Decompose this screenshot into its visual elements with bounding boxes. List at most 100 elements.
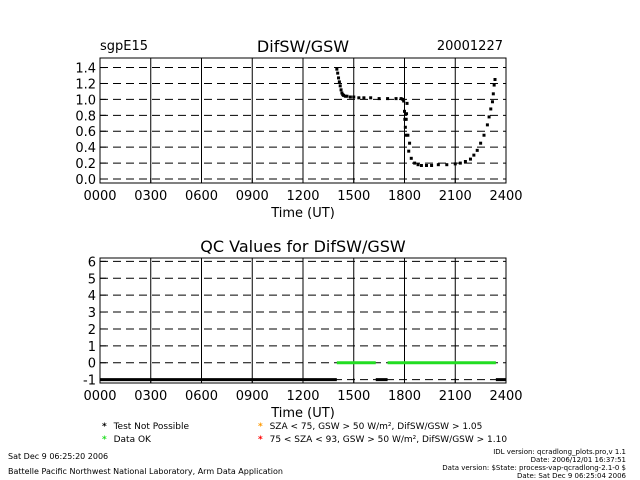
data-point [472,153,476,157]
y-tick-label: 2 [88,323,96,338]
data-point [487,115,491,119]
y-tick-label: 0.0 [75,173,96,188]
x-tick-label: 1500 [337,389,370,404]
data-point [343,94,347,98]
data-point [463,160,467,164]
idl-date: Date: 2006/12/01 16:37:51 [530,456,626,464]
data-point [491,92,495,96]
x-tick-label: 1500 [337,189,370,204]
legend-item-data-ok: * Data OK [102,435,151,445]
lab-credit: Battelle Pacific Northwest National Labo… [8,467,283,476]
data-point [401,97,405,101]
data-point [399,97,403,101]
x-tick-label: 1200 [286,189,319,204]
x-tick-label: 2400 [489,389,522,404]
legend-item-test-not-possible: * Test Not Possible [102,422,189,432]
data-point [416,163,420,167]
data-point [337,80,341,84]
y-axis-ticks: 0.00.20.40.60.81.01.21.4 [75,62,106,188]
data-point [335,67,339,71]
data-point [475,148,479,152]
legend-marker: * [102,422,107,432]
x-axis-ticks: 0000 0300 0600 0900 1200 1500 1800 2100 2400 [83,178,523,204]
data-point [468,157,472,161]
data-point [445,163,449,167]
data-point [407,149,411,153]
y-tick-label: 0 [88,357,96,372]
y-tick-label: 0.8 [75,109,96,124]
data-point [345,94,349,98]
y-tick-label: 6 [88,255,96,270]
x-axis-label: Time (UT) [270,406,335,421]
data-point [362,96,366,100]
qc-segments [100,361,506,382]
data-point [377,97,381,101]
y-tick-label: 3 [88,306,96,321]
date-label: 20001227 [437,39,503,54]
data-point [394,97,398,101]
grid [100,58,506,183]
grid [100,258,506,383]
legend-marker: * [258,422,263,432]
legend-label: Data OK [113,435,151,445]
x-tick-label: 0900 [236,389,269,404]
y-tick-label: 0.2 [75,157,96,172]
legend-label: Test Not Possible [113,422,190,432]
x-tick-label: 2400 [489,189,522,204]
data-point [357,96,361,100]
x-tick-label: 1800 [388,389,421,404]
data-point [402,99,406,103]
data-point [348,95,352,99]
y-axis-ticks: -1 0 1 2 3 4 5 6 [83,255,106,389]
data-point [342,93,346,97]
data-point [337,76,341,80]
data-point [406,133,410,137]
y-tick-label: 1.0 [75,93,96,108]
data-point [409,156,413,160]
data-point [424,163,428,167]
data-point [492,83,496,87]
data-point [352,95,356,99]
run-date: Sat Dec 9 06:25:20 2006 [8,452,109,461]
data-point [493,77,497,81]
data-point [404,133,408,137]
y-tick-label: 4 [88,289,96,304]
data-point [336,71,340,75]
y-tick-label: 1 [88,340,96,355]
x-tick-label: 2100 [439,189,472,204]
x-axis-ticks: 0000 0300 0600 0900 1200 1500 1800 2100 2400 [83,378,523,404]
data-point [458,161,462,165]
x-tick-label: 0600 [185,189,218,204]
legend-marker: * [258,435,263,445]
data-point [419,163,423,167]
chart-title: QC Values for DifSW/GSW [200,237,406,256]
data-date: Date: Sat Dec 9 06:25:04 2006 [517,472,626,480]
y-tick-label: 5 [88,272,96,287]
legend-marker: * [102,435,107,445]
data-point [430,163,434,167]
data-version: Data version: $State: process-vap-qcradl… [442,464,626,472]
x-tick-label: 2100 [439,389,472,404]
x-tick-label: 0000 [83,189,116,204]
x-tick-label: 0900 [236,189,269,204]
data-point [482,133,486,137]
chart-title: DifSW/GSW [257,37,349,56]
data-point [338,84,342,88]
data-point [413,161,417,165]
x-tick-label: 1800 [388,189,421,204]
x-tick-label: 0300 [134,189,167,204]
data-point [405,112,409,116]
x-tick-label: 0300 [134,389,167,404]
data-point [403,109,406,113]
data-point [485,123,489,127]
legend-item-sza-lt-75: * SZA < 75, GSW > 50 W/m², DifSW/GSW > 1… [258,422,482,432]
plot-frame [99,57,507,184]
data-point [339,88,343,92]
y-tick-label: 0.4 [75,141,96,156]
difsw-gsw-chart: sgpE15 DifSW/GSW 20001227 0.00.20.40.60.… [75,37,522,221]
data-point [436,163,440,167]
data-point [405,101,409,105]
legend-label: 75 < SZA < 93, GSW > 50 W/m², DifSW/GSW … [269,435,508,445]
data-points [335,67,497,167]
data-point [404,117,408,121]
